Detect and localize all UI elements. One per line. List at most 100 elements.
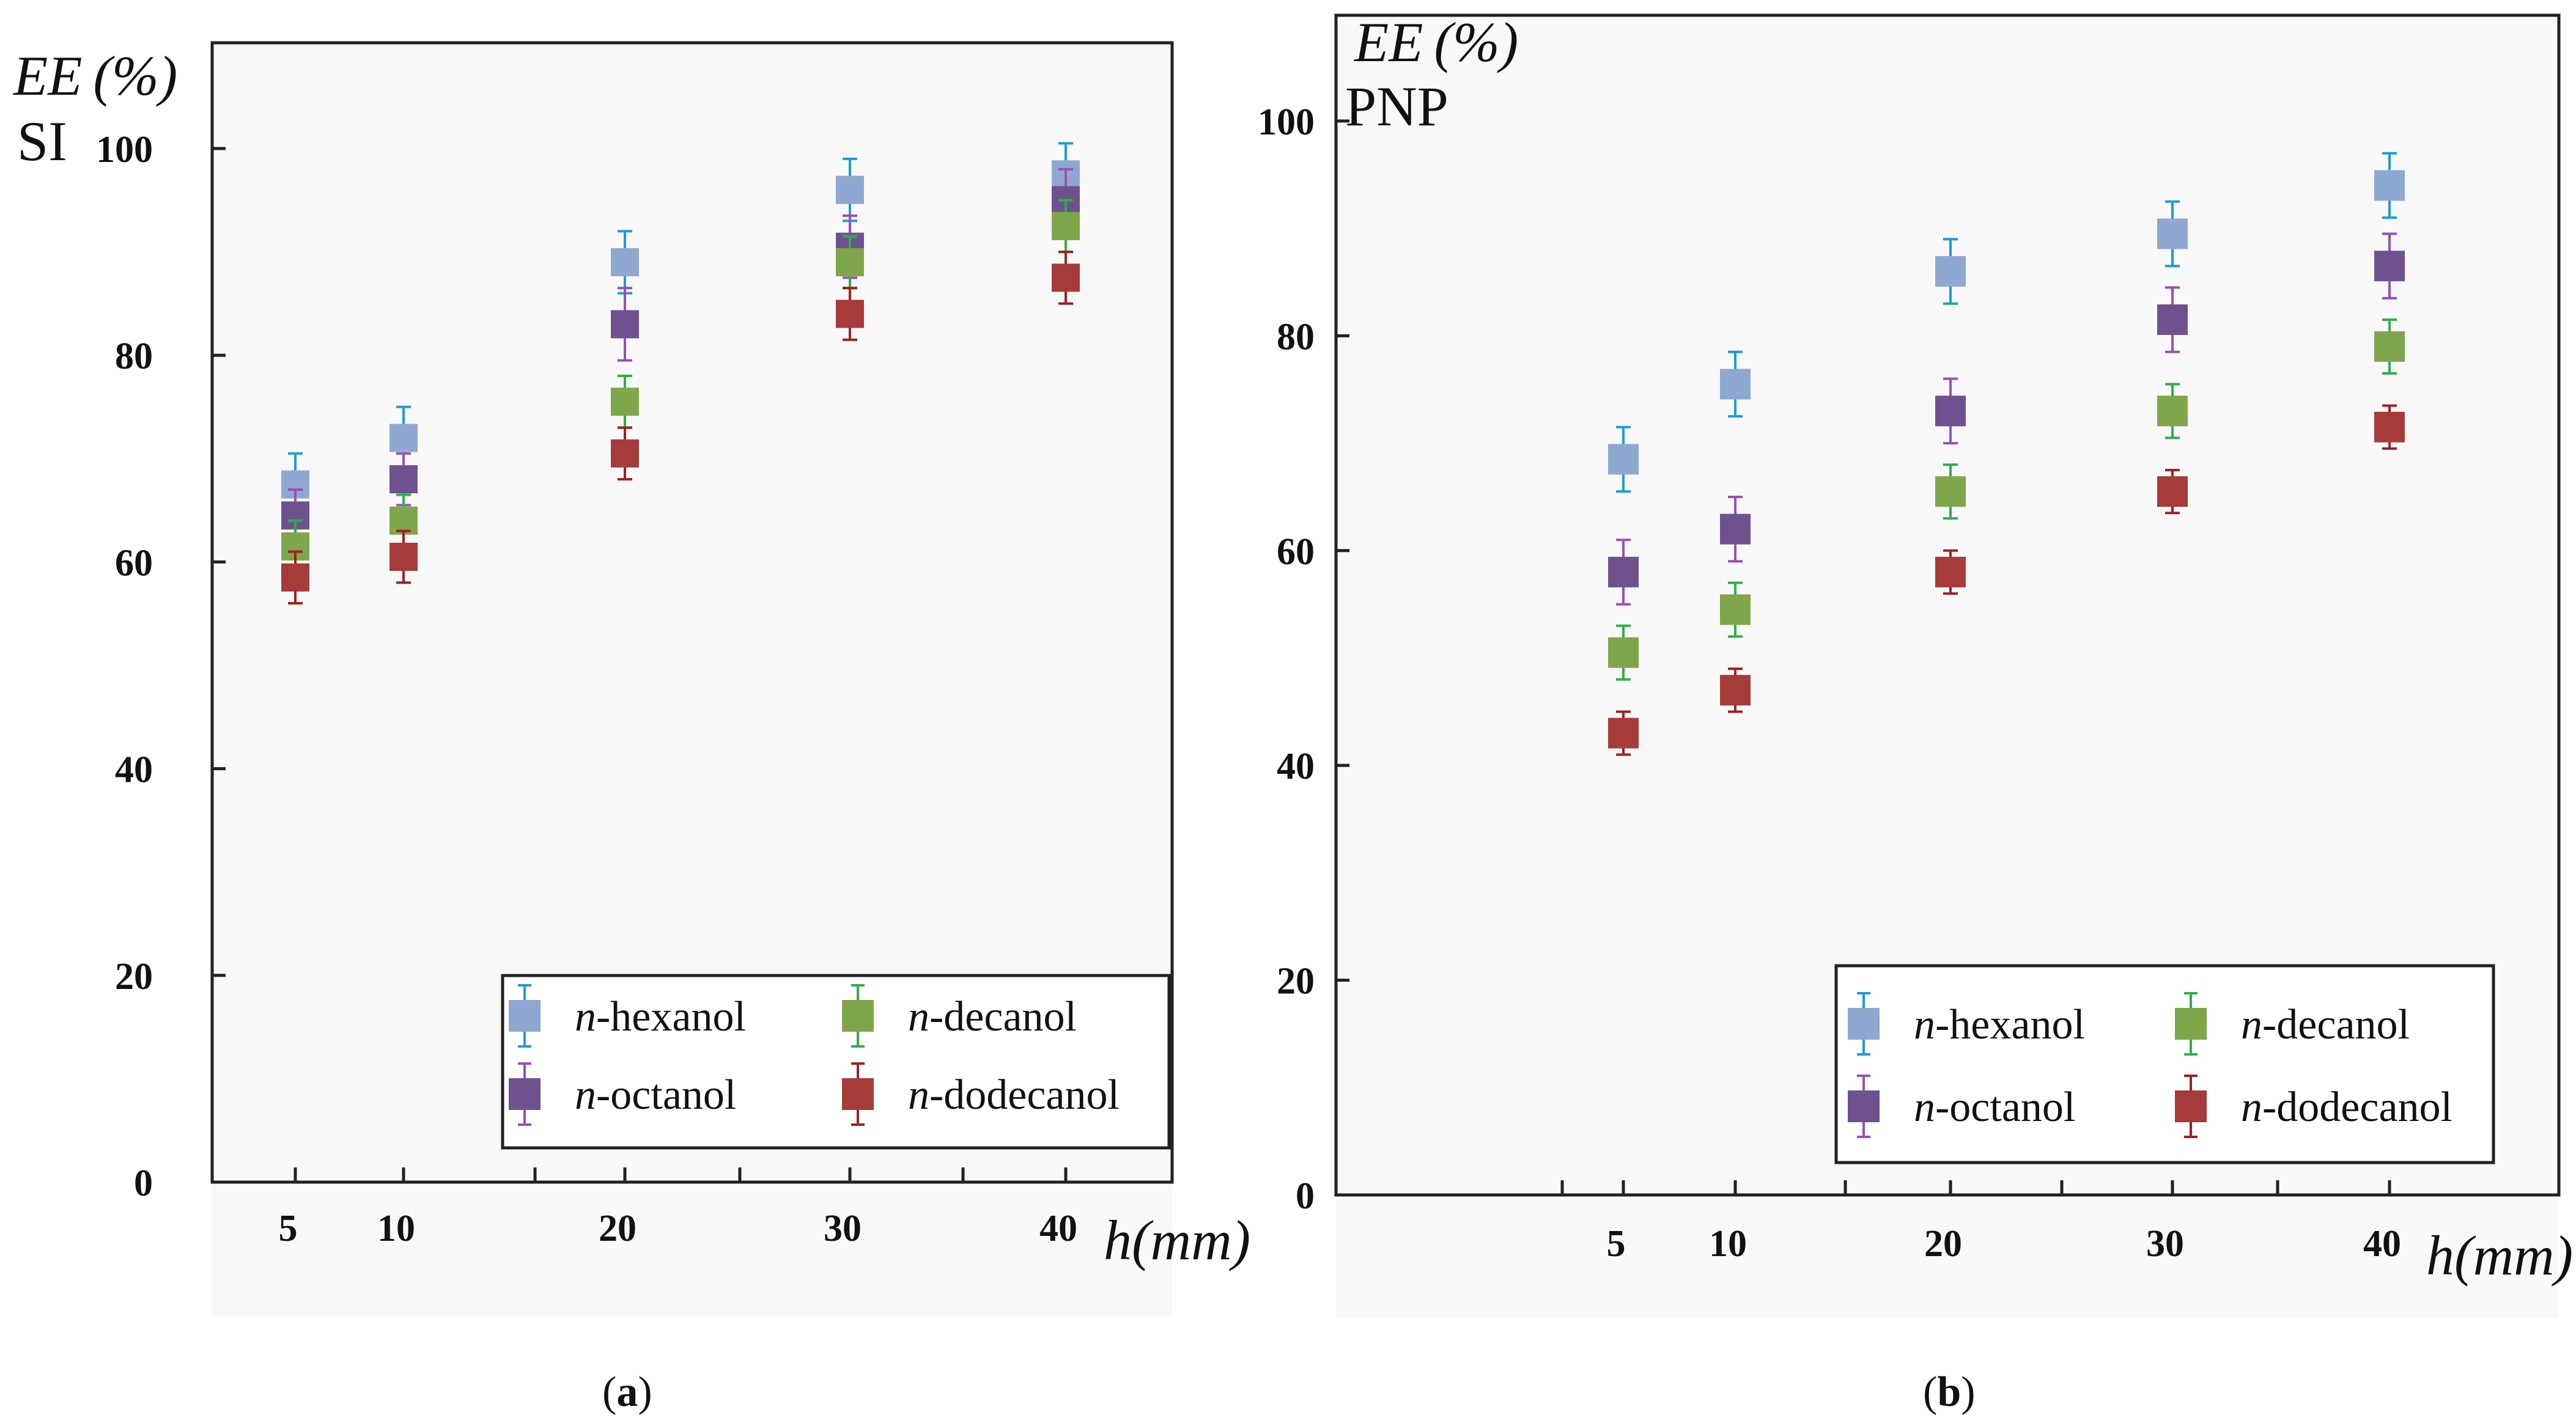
panel-b-point-n-decanol (1608, 637, 1639, 668)
panel-b-point-n-octanol (1720, 513, 1751, 545)
panel-a-legend-entry-n-octanol: n-octanol (509, 1062, 736, 1126)
panel-a-point-n-dodecanol (389, 542, 418, 571)
panel-b-legend-entry-n-dodecanol: n-dodecanol (2175, 1075, 2452, 1138)
panel-a-y-tick-label: 100 (96, 129, 153, 171)
panel-b-bottom-shade (1336, 1195, 2559, 1317)
panel-a-legend-box (501, 974, 1171, 1150)
caption-b: (b) (1923, 1369, 1976, 1416)
panel-b-data (1608, 152, 2405, 756)
panel-a-sample-label: SI (17, 110, 67, 172)
panel-b-series-n-octanol (1608, 232, 2405, 606)
panel-a-point-n-hexanol (836, 175, 864, 204)
panel-a-y-tick-label: 80 (115, 336, 153, 377)
panel-b-point-n-octanol (1935, 395, 1966, 427)
panel-b: EE (%) PNP h(mm) 0 20 40 60 80 100 5 10 20 30 40 n-… (1258, 11, 2573, 1416)
panel-a-data (281, 142, 1080, 605)
panel-a-point-n-dodecanol (1052, 263, 1080, 292)
panel-a-y-tick-label: 20 (115, 956, 153, 998)
panel-a-series-n-dodecanol (281, 251, 1080, 605)
panel-b-point-n-hexanol (2374, 170, 2405, 201)
panel-a-legend: n-hexanol n-decanol n-octanol n-dodecanol (501, 974, 1171, 1150)
panel-b-point-n-hexanol (1608, 444, 1639, 475)
panel-b-point-n-hexanol (2157, 218, 2188, 249)
panel-a-legend-entry-n-hexanol: n-hexanol (509, 984, 746, 1048)
panel-b-x-axis-label: h(mm) (2426, 1224, 2573, 1287)
panel-b-series-n-hexanol (1608, 152, 2405, 493)
panel-a-x-tick-label: 10 (377, 1208, 415, 1249)
panel-b-legend-swatch (2175, 1090, 2207, 1122)
panel-a-series-n-octanol (281, 167, 1080, 543)
panel-b-point-n-hexanol (1720, 369, 1751, 400)
panel-b-axes: 0 20 40 60 80 100 5 10 20 30 40 (1258, 101, 2559, 1265)
panel-b-point-n-dodecanol (2374, 411, 2405, 443)
panel-a-point-n-dodecanol (611, 439, 639, 468)
panel-b-point-n-decanol (1935, 476, 1966, 507)
panel-b-series-n-decanol (1608, 318, 2405, 681)
panel-a-x-axis-label: h(mm) (1104, 1209, 1250, 1271)
panel-a-point-n-decanol (611, 388, 639, 416)
panel-b-point-n-dodecanol (1720, 675, 1751, 706)
panel-b-legend-box (1834, 964, 2495, 1164)
panel-a-legend-swatch (842, 1000, 874, 1032)
panel-b-series-n-dodecanol (1608, 404, 2405, 756)
panel-a-legend-swatch (509, 1078, 541, 1110)
panel-b-y-tick-label: 100 (1258, 101, 1315, 143)
panel-b-legend-entry-n-hexanol: n-hexanol (1848, 992, 2085, 1056)
panel-a: EE (%) SI h(mm) 0 20 40 60 80 100 5 10 20 30 40 n-h… (12, 41, 1250, 1416)
panel-a-x-tick-label: 5 (279, 1208, 298, 1249)
panel-a-axes: 0 20 40 60 80 100 5 10 20 30 40 (96, 129, 1172, 1249)
panel-a-series-n-hexanol (281, 142, 1080, 517)
panel-a-x-tick-label: 40 (1039, 1208, 1077, 1249)
panel-a-legend-label: n-octanol (575, 1071, 736, 1119)
panel-a-point-n-hexanol (611, 248, 639, 277)
panel-b-y-tick-label: 0 (1296, 1175, 1315, 1217)
panel-a-y-tick-label: 40 (115, 749, 153, 791)
panel-a-legend-label: n-decanol (908, 993, 1077, 1040)
panel-a-x-tick-label: 30 (824, 1208, 862, 1249)
panel-a-y-axis-label: EE (%) (12, 45, 177, 107)
panel-b-x-tick-label: 5 (1607, 1223, 1626, 1265)
panel-b-legend: n-hexanol n-decanol n-octanol n-dodecanol (1834, 964, 2495, 1164)
panel-a-legend-entry-n-dodecanol: n-dodecanol (842, 1062, 1120, 1126)
panel-a-legend-label: n-hexanol (575, 993, 746, 1040)
panel-a-point-n-decanol (836, 248, 864, 277)
panel-b-y-tick-label: 20 (1277, 961, 1315, 1002)
panel-a-point-n-octanol (611, 310, 639, 339)
panel-a-legend-label: n-dodecanol (908, 1071, 1120, 1119)
panel-a-point-n-octanol (389, 465, 418, 494)
panel-b-legend-label: n-dodecanol (2241, 1084, 2452, 1131)
panel-b-legend-label: n-decanol (2241, 1001, 2410, 1048)
panel-b-x-tick-label: 30 (2146, 1223, 2184, 1265)
panel-b-x-tick-label: 20 (1924, 1223, 1962, 1265)
panel-b-point-n-decanol (2157, 395, 2188, 427)
panel-a-legend-swatch (509, 1000, 541, 1032)
panel-b-point-n-dodecanol (2157, 476, 2188, 507)
panel-a-bottom-shade (212, 1182, 1172, 1317)
panel-b-y-axis-label: EE (%) (1353, 11, 1518, 73)
panel-b-x-tick-label: 40 (2363, 1223, 2401, 1265)
panel-a-point-n-dodecanol (836, 300, 864, 328)
panel-a-x-tick-label: 20 (599, 1208, 637, 1249)
panel-a-y-tick-label: 60 (115, 542, 153, 584)
caption-a: (a) (602, 1369, 652, 1416)
panel-b-point-n-dodecanol (1608, 718, 1639, 749)
panel-b-legend-swatch (2175, 1008, 2207, 1040)
panel-b-legend-entry-n-decanol: n-decanol (2175, 992, 2410, 1056)
panel-b-legend-swatch (1848, 1090, 1880, 1122)
panel-a-legend-swatch (842, 1078, 874, 1110)
panel-a-legend-entry-n-decanol: n-decanol (842, 984, 1077, 1048)
panel-b-y-tick-label: 80 (1277, 316, 1315, 358)
panel-b-point-n-octanol (2157, 304, 2188, 336)
panel-b-sample-label: PNP (1345, 75, 1449, 138)
panel-b-point-n-decanol (2374, 331, 2405, 362)
panel-b-legend-entry-n-octanol: n-octanol (1848, 1075, 2075, 1138)
panel-a-y-tick-label: 0 (134, 1163, 153, 1204)
panel-b-point-n-dodecanol (1935, 556, 1966, 587)
panel-a-point-n-decanol (1052, 211, 1080, 240)
panel-b-x-tick-label: 10 (1709, 1223, 1747, 1265)
panel-b-point-n-decanol (1720, 594, 1751, 625)
panel-b-y-tick-label: 40 (1277, 746, 1315, 787)
panel-b-point-n-octanol (1608, 556, 1639, 587)
panel-b-point-n-octanol (2374, 251, 2405, 282)
